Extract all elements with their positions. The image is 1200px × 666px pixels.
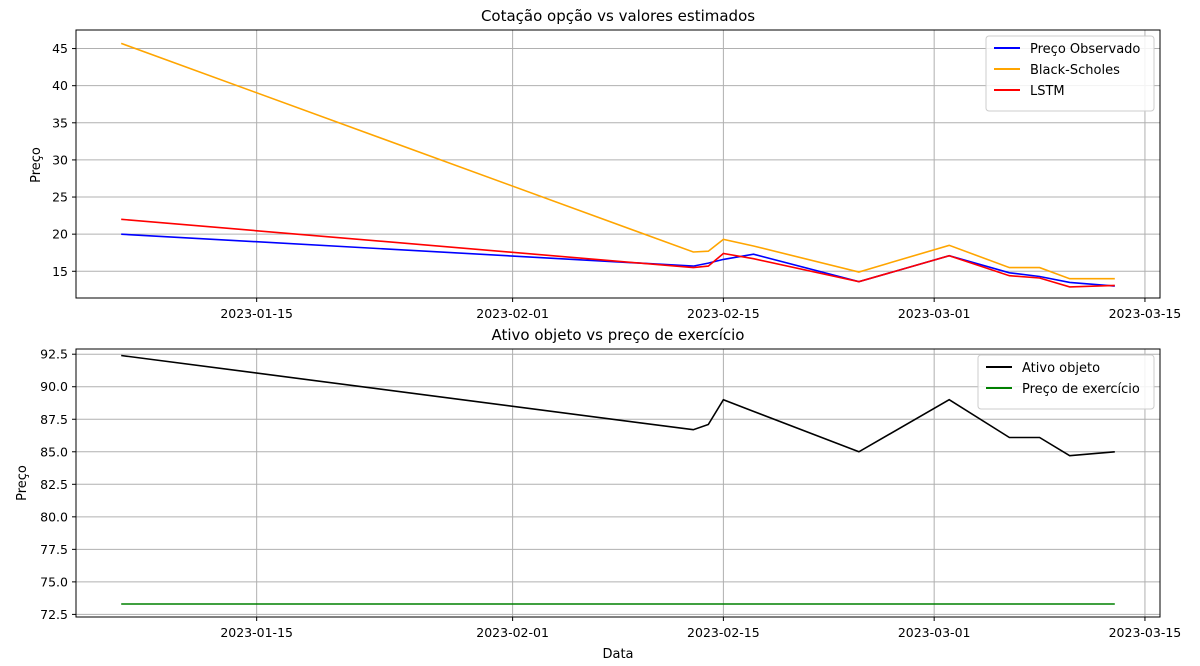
series-line-pre-o-observado — [121, 233, 1115, 287]
axes-frame — [75, 29, 1161, 299]
y-tick-label: 90.0 — [40, 379, 68, 394]
y-tick-label: 72.5 — [40, 607, 68, 622]
chart-title: Ativo objeto vs preço de exercício — [491, 326, 744, 344]
y-tick-label: 87.5 — [40, 412, 68, 427]
x-axis-label: Data — [602, 647, 633, 662]
axes-frame — [75, 348, 1161, 618]
y-tick-label: 15 — [52, 264, 68, 279]
x-tick-label: 2023-02-01 — [476, 306, 549, 321]
series-line-black-scholes — [120, 42, 1115, 280]
x-tick-label: 2023-01-15 — [220, 625, 293, 640]
y-tick-label: 82.5 — [40, 477, 68, 492]
y-tick-label: 77.5 — [40, 542, 68, 557]
legend-box — [977, 354, 1155, 410]
y-axis-label: Preço — [15, 465, 30, 501]
y-axis-label: Preço — [29, 147, 44, 183]
x-tick-label: 2023-03-01 — [898, 306, 971, 321]
legend-label: Black-Scholes — [1030, 63, 1120, 78]
y-tick-label: 75.0 — [40, 574, 68, 589]
y-tick-label: 85.0 — [40, 444, 68, 459]
x-tick-label: 2023-03-01 — [898, 625, 971, 640]
x-tick-label: 2023-03-15 — [1109, 306, 1182, 321]
y-tick-label: 80.0 — [40, 509, 68, 524]
x-tick-label: 2023-02-15 — [687, 306, 760, 321]
x-tick-label: 2023-03-15 — [1109, 625, 1182, 640]
bottom-chart-panel: Ativo objeto vs preço de exercício Preço… — [15, 326, 1181, 662]
y-tick-label: 35 — [52, 115, 68, 130]
chart-title: Cotação opção vs valores estimados — [481, 7, 755, 25]
legend-label: Preço Observado — [1030, 42, 1140, 57]
top-chart-panel: Cotação opção vs valores estimados Preço… — [29, 7, 1181, 321]
y-tick-label: 40 — [52, 78, 68, 93]
x-tick-label: 2023-01-15 — [220, 306, 293, 321]
legend-label: Preço de exercício — [1022, 382, 1140, 397]
y-tick-label: 45 — [52, 41, 68, 56]
y-tick-label: 25 — [52, 190, 68, 205]
legend-label: Ativo objeto — [1022, 361, 1100, 376]
y-tick-label: 30 — [52, 152, 68, 167]
x-tick-label: 2023-02-15 — [687, 625, 760, 640]
series-line-lstm — [121, 218, 1115, 288]
legend-box — [985, 35, 1155, 112]
y-tick-label: 20 — [52, 227, 68, 242]
y-tick-label: 92.5 — [40, 347, 68, 362]
legend: Ativo objeto Preço de exercício — [977, 354, 1155, 410]
series-line-ativo-objeto — [121, 354, 1115, 457]
legend: Preço Observado Black-Scholes LSTM — [985, 35, 1155, 112]
legend-label: LSTM — [1030, 84, 1065, 99]
x-tick-label: 2023-02-01 — [476, 625, 549, 640]
